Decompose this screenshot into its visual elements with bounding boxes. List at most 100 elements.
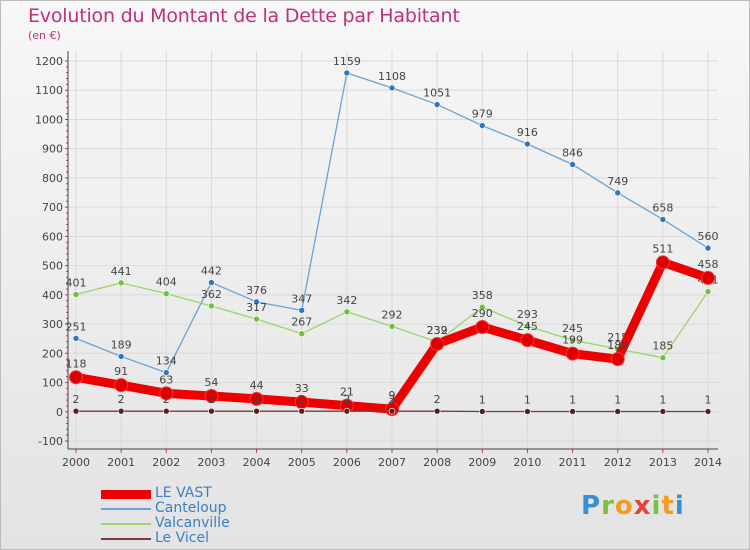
data-point-canteloup bbox=[704, 244, 712, 252]
data-point-le-vast bbox=[610, 352, 625, 367]
data-point-canteloup bbox=[162, 369, 170, 376]
data-point-canteloup bbox=[478, 122, 486, 129]
logo-letter: P bbox=[581, 491, 602, 521]
data-point-canteloup bbox=[117, 353, 125, 360]
data-point-valcanville bbox=[524, 322, 531, 330]
data-point-le-vast bbox=[701, 270, 715, 285]
chart-subtitle: (en €) bbox=[28, 29, 61, 42]
data-label-le-vast: 118 bbox=[66, 357, 87, 370]
y-tick-label: 1000 bbox=[35, 113, 63, 126]
data-label-le-vicel: 1 bbox=[479, 393, 486, 406]
data-point-le-vast bbox=[475, 320, 490, 334]
legend-label-le-vicel: Le Vicel bbox=[155, 530, 209, 546]
data-point-le-vicel bbox=[208, 407, 215, 415]
x-tick-label: 2012 bbox=[604, 456, 632, 469]
x-tick-label: 2011 bbox=[559, 456, 587, 469]
data-point-le-vicel bbox=[433, 407, 441, 415]
data-label-valcanville: 267 bbox=[291, 316, 312, 329]
y-tick-label: 100 bbox=[42, 377, 63, 390]
y-tick-label: 0 bbox=[56, 406, 63, 419]
data-point-le-vast bbox=[520, 333, 535, 348]
legend-label-valcanville: Valcanville bbox=[155, 515, 230, 531]
y-tick-label: 900 bbox=[42, 143, 63, 156]
data-label-valcanville: 401 bbox=[66, 277, 87, 290]
data-label-valcanville: 185 bbox=[652, 340, 673, 353]
data-point-le-vicel bbox=[162, 407, 170, 415]
data-label-canteloup: 251 bbox=[66, 320, 87, 333]
data-point-valcanville bbox=[343, 308, 351, 316]
data-point-valcanville bbox=[704, 288, 712, 295]
data-label-canteloup: 749 bbox=[607, 175, 628, 188]
data-label-canteloup: 658 bbox=[652, 201, 673, 214]
x-tick-label: 2014 bbox=[694, 456, 722, 469]
data-point-le-vast bbox=[69, 370, 83, 385]
data-label-canteloup: 1108 bbox=[378, 70, 406, 83]
x-tick-label: 2004 bbox=[243, 456, 271, 469]
logo-letter: i bbox=[651, 491, 662, 521]
data-label-le-vast: 511 bbox=[652, 242, 673, 255]
data-point-canteloup bbox=[388, 84, 396, 92]
data-label-le-vicel: 1 bbox=[705, 393, 712, 406]
data-label-valcanville: 245 bbox=[562, 322, 583, 335]
data-label-le-vicel: 2 bbox=[298, 393, 305, 406]
logo-letter: i bbox=[674, 491, 685, 521]
data-point-le-vast bbox=[655, 255, 670, 270]
data-point-le-vicel bbox=[704, 408, 712, 415]
data-label-le-vast: 9 bbox=[389, 389, 396, 402]
legend-swatch-canteloup bbox=[101, 508, 151, 510]
data-point-le-vicel bbox=[117, 407, 125, 415]
data-label-valcanville: 293 bbox=[517, 308, 538, 321]
data-label-valcanville: 404 bbox=[156, 276, 177, 289]
data-label-canteloup: 189 bbox=[111, 339, 132, 352]
data-label-le-vicel: 2 bbox=[434, 393, 441, 406]
data-label-canteloup: 979 bbox=[472, 108, 493, 121]
data-label-valcanville: 441 bbox=[111, 265, 132, 278]
data-label-canteloup: 376 bbox=[246, 284, 267, 297]
legend-item-valcanville: Valcanville bbox=[101, 515, 301, 532]
x-tick-label: 2013 bbox=[649, 456, 677, 469]
data-label-canteloup: 916 bbox=[517, 126, 538, 139]
data-label-le-vicel: 1 bbox=[569, 393, 576, 406]
data-point-canteloup bbox=[433, 101, 441, 108]
data-point-valcanville bbox=[72, 291, 80, 298]
data-point-canteloup bbox=[614, 189, 622, 197]
x-tick-label: 2002 bbox=[152, 456, 180, 469]
legend-swatch-le-vast bbox=[101, 489, 151, 499]
data-label-valcanville: 239 bbox=[427, 324, 448, 337]
data-label-canteloup: 442 bbox=[201, 265, 222, 278]
data-label-le-vicel: 1 bbox=[524, 393, 531, 406]
data-point-valcanville bbox=[208, 302, 215, 310]
y-tick-label: 400 bbox=[42, 289, 63, 302]
data-label-valcanville: 362 bbox=[201, 288, 222, 301]
data-label-le-vast: 245 bbox=[517, 320, 538, 333]
legend-swatch-le-vicel bbox=[101, 538, 151, 540]
data-point-le-vicel bbox=[388, 407, 396, 415]
data-label-le-vast: 458 bbox=[698, 258, 719, 271]
data-point-le-vast bbox=[249, 391, 264, 406]
data-label-le-vast: 63 bbox=[159, 373, 173, 386]
data-label-le-vast: 21 bbox=[340, 386, 354, 399]
data-point-le-vicel bbox=[659, 408, 667, 415]
data-label-le-vast: 54 bbox=[204, 376, 218, 389]
data-point-valcanville bbox=[569, 336, 576, 344]
data-point-canteloup bbox=[208, 279, 215, 286]
data-point-canteloup bbox=[253, 298, 260, 306]
data-point-le-vast bbox=[430, 336, 445, 351]
data-point-valcanville bbox=[117, 279, 125, 287]
legend-swatch-valcanville bbox=[101, 523, 151, 525]
data-label-canteloup: 1159 bbox=[333, 55, 361, 68]
y-tick-label: 200 bbox=[42, 347, 63, 360]
data-label-le-vicel: 2 bbox=[208, 393, 215, 406]
proxiti-logo: Proxiti bbox=[581, 491, 685, 521]
data-label-canteloup: 846 bbox=[562, 146, 583, 159]
y-tick-label: 500 bbox=[42, 260, 63, 273]
x-tick-label: 2010 bbox=[513, 456, 541, 469]
data-point-le-vast bbox=[204, 388, 219, 403]
data-label-valcanville: 342 bbox=[336, 294, 357, 307]
data-point-le-vicel bbox=[614, 408, 622, 415]
data-point-le-vicel bbox=[343, 407, 351, 415]
y-tick-label: 300 bbox=[42, 318, 63, 331]
data-point-le-vicel bbox=[478, 408, 486, 415]
